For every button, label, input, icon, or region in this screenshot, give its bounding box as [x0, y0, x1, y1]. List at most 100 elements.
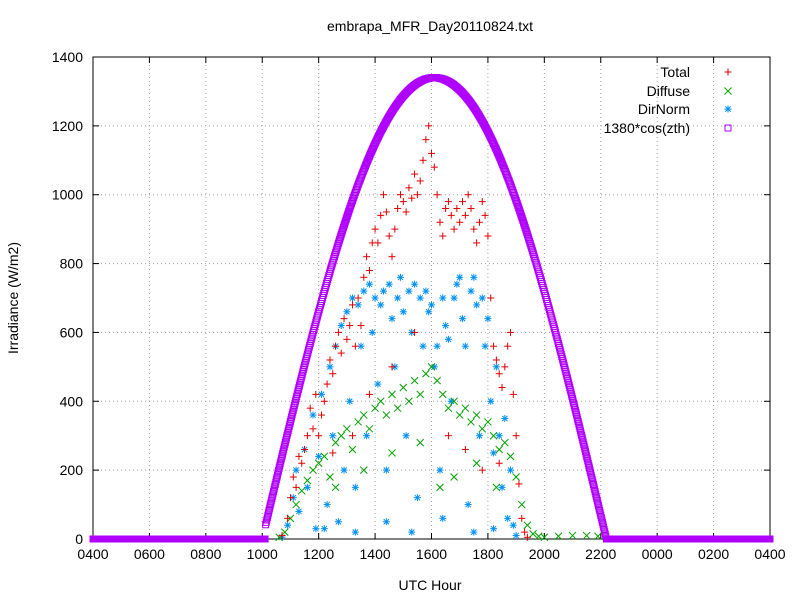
total-point: [317, 411, 325, 419]
total-point: [371, 225, 379, 233]
cos-zth-point: [583, 452, 591, 460]
cos-zth-point: [570, 399, 578, 407]
cos-zth-point: [580, 443, 588, 451]
cos-zth-point: [597, 514, 605, 522]
cos-zth-point: [556, 346, 564, 354]
diffuse-point: [393, 404, 402, 413]
total-point: [430, 163, 438, 171]
cos-zth-point: [276, 462, 284, 470]
total-point: [380, 191, 388, 199]
cos-zth-point: [523, 230, 531, 238]
diffuse-point: [410, 376, 419, 385]
dirnorm-point: [475, 432, 483, 440]
diffuse-point: [376, 397, 385, 406]
dirnorm-point: [385, 280, 393, 288]
cos-zth-point: [574, 418, 582, 426]
cos-zth-point: [559, 357, 567, 365]
cos-zth-point: [585, 462, 593, 470]
total-point: [453, 204, 461, 212]
cos-zth-point: [577, 429, 585, 437]
cos-zth-point: [601, 528, 609, 536]
cos-zth-point: [270, 485, 278, 493]
cos-zth-point: [578, 434, 586, 442]
cos-zth-point: [599, 521, 607, 529]
diffuse-point: [467, 418, 475, 426]
cos-zth-point: [267, 497, 275, 505]
total-point: [509, 390, 517, 398]
cos-zth-point: [590, 483, 598, 491]
total-point: [363, 253, 371, 261]
diffuse-point: [500, 438, 509, 447]
total-point: [391, 225, 399, 233]
dirnorm-point: [284, 521, 292, 529]
cos-zth-point: [562, 368, 570, 376]
total-point: [422, 136, 430, 144]
cos-zth-point: [269, 490, 277, 498]
total-point: [360, 273, 368, 281]
cos-zth-point: [302, 357, 310, 365]
cos-zth-point: [591, 485, 599, 493]
cos-zth-point: [567, 390, 575, 398]
cos-zth-point: [587, 469, 595, 477]
total-point: [343, 335, 351, 343]
cos-zth-point: [522, 225, 530, 233]
cos-zth-point: [296, 379, 304, 387]
total-point: [405, 184, 413, 192]
cos-zth-point: [588, 473, 596, 481]
diffuse-point: [444, 404, 453, 413]
cos-zth-point: [572, 408, 580, 416]
cos-zth-point: [272, 476, 280, 484]
dirnorm-point: [484, 315, 492, 323]
cos-zth-point: [284, 427, 292, 435]
dirnorm-point: [317, 390, 325, 398]
dirnorm-point: [337, 322, 345, 330]
diffuse-point: [309, 466, 317, 474]
total-point: [442, 204, 450, 212]
cos-zth-point: [275, 466, 283, 474]
cos-zth-point: [283, 431, 291, 439]
diffuse-point: [455, 411, 464, 419]
dirnorm-point: [450, 294, 458, 302]
x-tick-label: 1000: [247, 546, 278, 562]
cos-zth-point: [571, 404, 579, 412]
cos-zth-point: [593, 495, 601, 503]
cos-zth-point: [574, 415, 582, 423]
y-tick-label: 1400: [52, 49, 83, 65]
cos-zth-point: [523, 229, 531, 237]
total-point: [504, 342, 512, 350]
total-point: [481, 211, 489, 219]
cos-zth-point: [273, 473, 281, 481]
cos-zth-point: [338, 227, 346, 235]
cos-zth-point: [337, 232, 345, 240]
cos-zth-point: [279, 448, 287, 456]
dirnorm-point: [411, 280, 419, 288]
cos-zth-point: [565, 379, 573, 387]
dirnorm-point: [461, 342, 469, 350]
cos-zth-point: [292, 397, 300, 405]
total-point: [433, 191, 441, 199]
dirnorm-point: [292, 466, 300, 474]
total-point: [515, 480, 523, 488]
diffuse-point: [359, 466, 368, 474]
dirnorm-point: [492, 363, 500, 371]
total-point: [306, 404, 314, 412]
dirnorm-point: [481, 342, 489, 350]
cos-zth-point: [521, 223, 529, 231]
total-point: [349, 301, 357, 309]
cos-zth-point: [557, 350, 565, 358]
dirnorm-point: [504, 514, 512, 522]
cos-zth-point: [566, 383, 574, 391]
dirnorm-point: [396, 273, 404, 281]
cos-zth-point: [295, 381, 303, 389]
dirnorm-point: [340, 466, 348, 474]
series-1380-cos-zth: [89, 74, 774, 543]
cos-zth-point: [290, 402, 298, 410]
dirnorm-point: [487, 397, 495, 405]
cos-zth-point: [272, 478, 280, 486]
dirnorm-point: [320, 525, 328, 533]
x-tick-label: 0800: [190, 546, 221, 562]
dirnorm-point: [382, 518, 390, 526]
x-tick-label: 1400: [360, 546, 391, 562]
total-point: [447, 211, 455, 219]
